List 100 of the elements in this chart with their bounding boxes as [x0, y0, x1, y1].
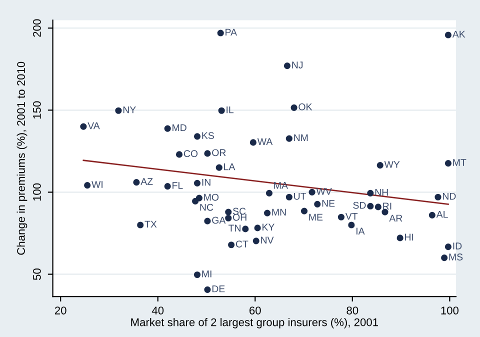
point — [133, 179, 140, 186]
point — [441, 254, 448, 262]
annotation: NM — [294, 134, 308, 142]
annotation: TX — [144, 220, 157, 228]
annotation: KY — [262, 224, 274, 230]
y-axis-title: Change in premiums (%), 2001 to 2010 — [16, 62, 28, 255]
annotation: NE — [322, 200, 335, 207]
annotation: NH — [375, 189, 388, 196]
annotation: AZ — [140, 178, 153, 185]
y-tick-label: 50 — [33, 268, 41, 280]
annotation: MD — [172, 124, 186, 132]
annotation: AK — [452, 30, 466, 38]
point — [314, 200, 321, 208]
annotation: LA — [224, 163, 236, 170]
y-tick-label: 100 — [33, 183, 41, 201]
annotation: VA — [88, 122, 100, 130]
point — [444, 32, 452, 38]
annotation: AR — [389, 214, 402, 222]
point — [266, 190, 273, 196]
point — [254, 224, 261, 232]
annotation: WY — [384, 161, 400, 168]
point — [204, 286, 211, 293]
point — [216, 164, 222, 171]
y-tick-label: 150 — [33, 101, 41, 119]
point — [225, 214, 232, 222]
y-tick-label: 200 — [33, 19, 41, 37]
annotation: IL — [226, 106, 234, 114]
annotation: CT — [236, 240, 248, 248]
x-tick-label: 80 — [346, 306, 358, 314]
point — [164, 125, 171, 132]
annotation: RI — [383, 202, 392, 210]
point — [176, 151, 183, 158]
point — [444, 244, 452, 250]
point — [204, 218, 211, 224]
point — [367, 190, 374, 196]
annotation: WI — [92, 181, 102, 188]
point — [376, 162, 384, 169]
annotation: ND — [442, 192, 456, 200]
point — [367, 202, 374, 210]
point — [250, 139, 256, 146]
annotation: ME — [309, 214, 323, 221]
annotation: TN — [228, 224, 240, 232]
annotation: ID — [453, 242, 462, 250]
point — [434, 194, 442, 200]
point — [338, 214, 345, 220]
annotation: HI — [405, 234, 414, 240]
annotation: AL — [436, 210, 448, 218]
point — [374, 204, 382, 210]
annotation: GA — [212, 216, 226, 224]
point — [264, 210, 271, 216]
point — [225, 208, 232, 216]
annotation: OH — [233, 214, 246, 221]
annotation: UT — [294, 192, 306, 200]
point — [308, 188, 316, 196]
annotation: MN — [272, 208, 286, 216]
annotation: WV — [316, 188, 332, 195]
point — [196, 194, 202, 202]
point — [284, 62, 291, 70]
point — [194, 271, 201, 278]
annotation: VT — [345, 212, 358, 220]
point — [164, 182, 171, 190]
point — [218, 107, 225, 114]
annotation: NV — [261, 236, 274, 244]
annotation: MO — [204, 194, 219, 201]
annotation: MT — [453, 159, 466, 166]
x-tick-label: 60 — [250, 306, 261, 314]
annotation: MI — [202, 270, 212, 278]
x-tick-label: 20 — [54, 306, 66, 314]
annotation: IN — [202, 178, 210, 186]
annotation: NC — [200, 204, 214, 211]
point — [204, 150, 211, 157]
annotation: SD — [353, 202, 366, 209]
point — [194, 133, 201, 140]
annotation: NJ — [292, 62, 303, 68]
point — [217, 30, 224, 36]
annotation: WA — [257, 138, 273, 145]
point — [228, 242, 235, 248]
point — [428, 212, 436, 218]
annotation: FL — [172, 182, 183, 189]
point — [396, 234, 404, 242]
annotation: PA — [226, 28, 237, 36]
annotation: NY — [123, 106, 136, 114]
x-tick-label: 100 — [441, 306, 459, 314]
point — [252, 238, 260, 244]
point — [137, 222, 144, 228]
point — [242, 226, 249, 232]
annotation: KS — [202, 132, 214, 140]
point — [290, 104, 298, 111]
point — [286, 194, 292, 200]
x-axis-title: Market share of 2 largest group insurers (%), 2001 — [131, 318, 378, 328]
x-tick-label: 40 — [152, 306, 164, 314]
point — [80, 123, 87, 130]
point — [194, 180, 201, 186]
point — [444, 160, 452, 167]
point — [84, 182, 91, 189]
annotation: OK — [298, 103, 312, 110]
annotation: DE — [212, 285, 225, 292]
point — [348, 222, 355, 228]
point — [286, 135, 292, 142]
annotation: OR — [212, 149, 226, 156]
